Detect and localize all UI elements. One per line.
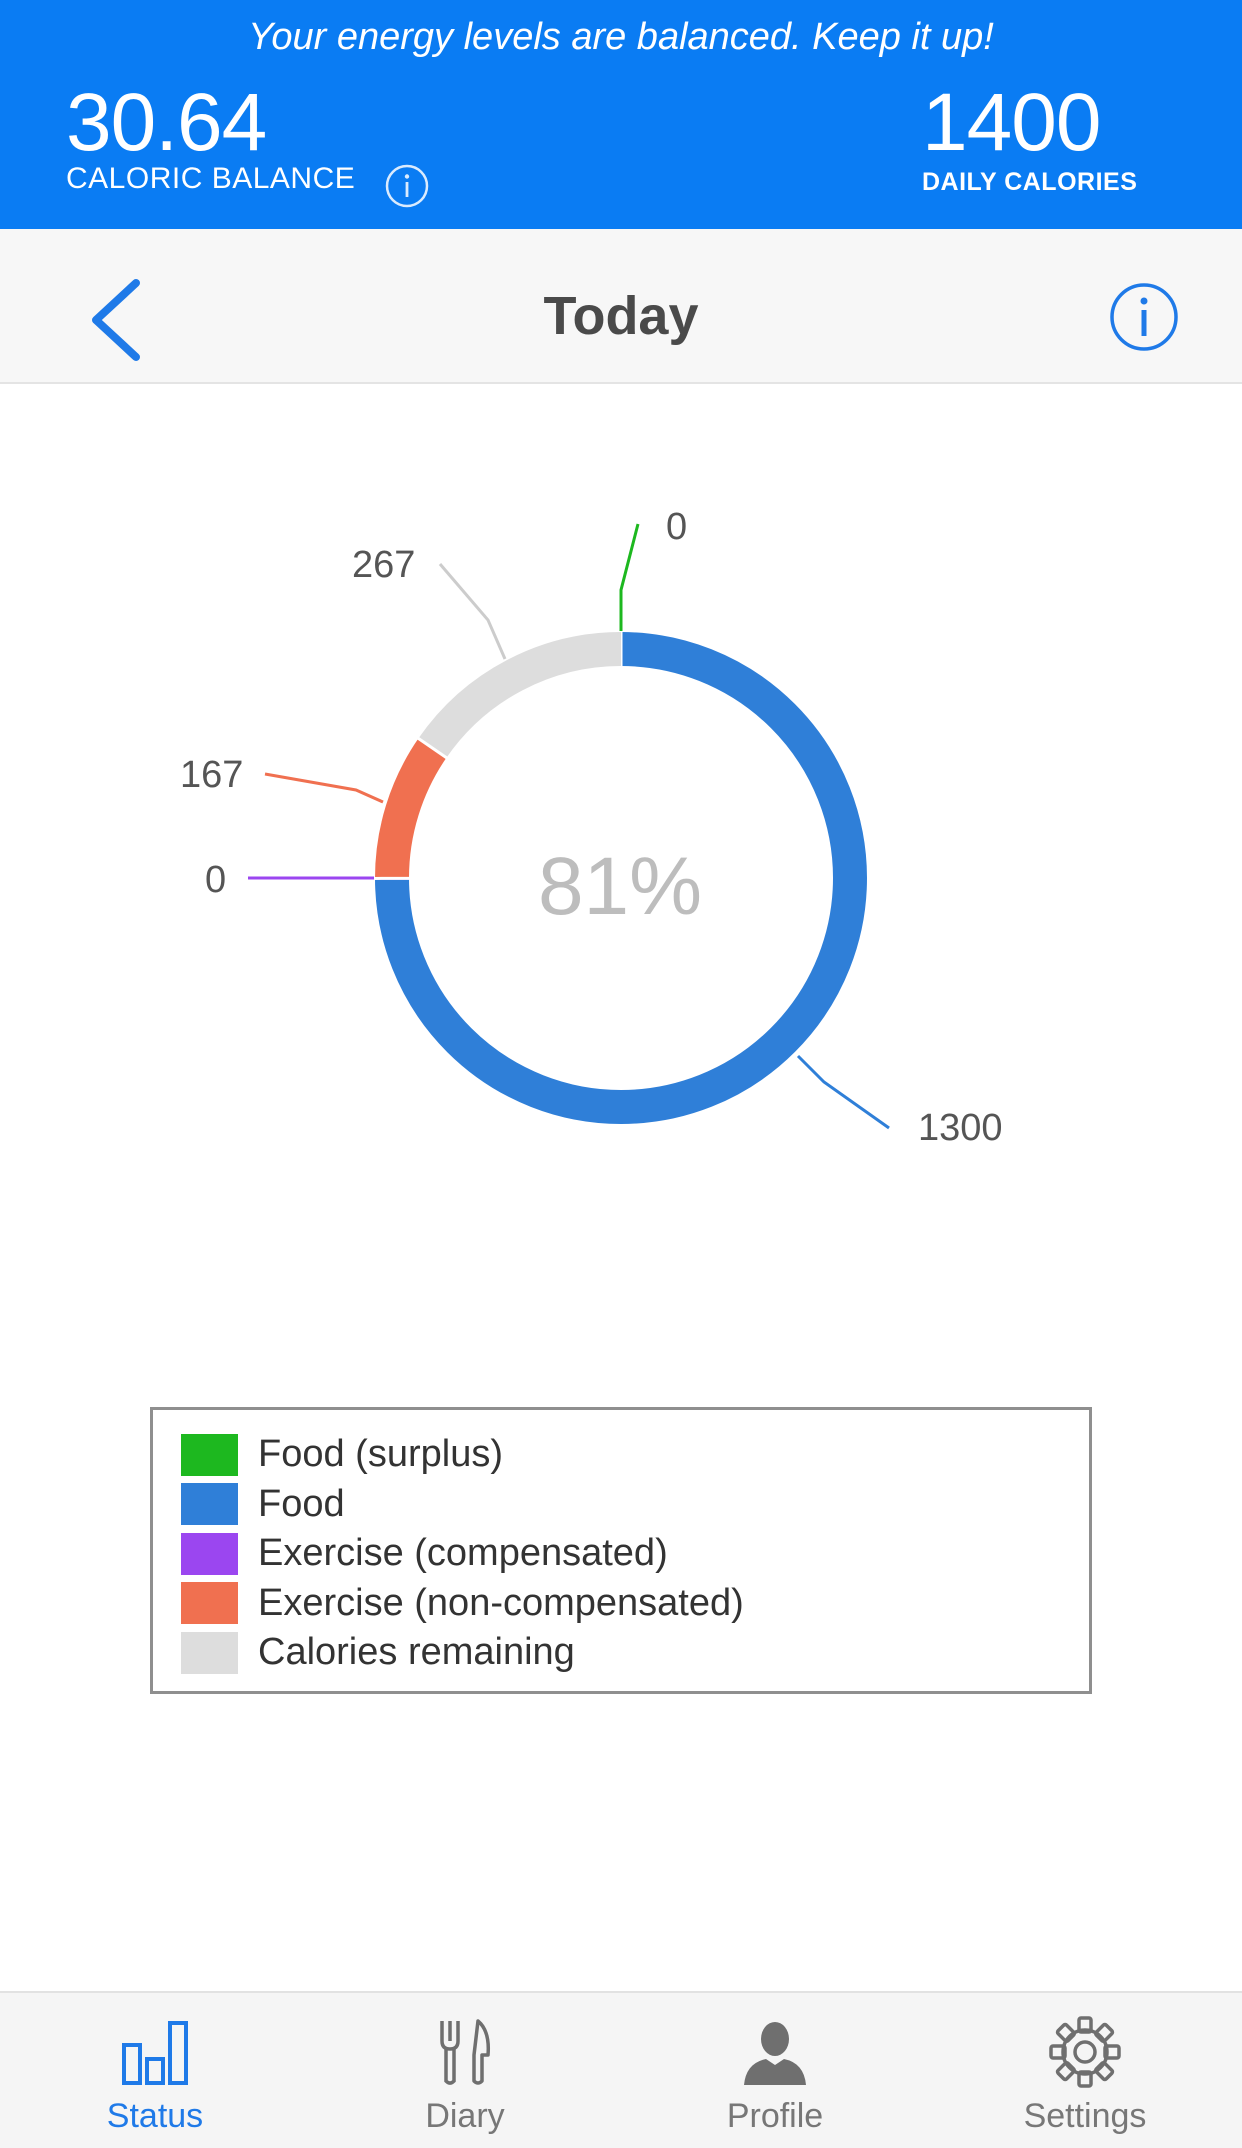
chart-legend: Food (surplus) Food Exercise (compensate…	[150, 1407, 1092, 1694]
slice-label-food: 1300	[918, 1107, 1003, 1149]
caloric-balance-info-icon[interactable]	[385, 164, 429, 208]
legend-swatch	[181, 1582, 238, 1625]
slice-label-food-surplus: 0	[666, 506, 687, 548]
calorie-donut-chart: 0 267 167 0 1300 81%	[180, 506, 1003, 1149]
legend-item-food: Food	[181, 1480, 1089, 1530]
slice-label-exercise-comp: 0	[205, 859, 226, 901]
donut-slice-food	[375, 632, 867, 1124]
tab-label: Profile	[726, 2097, 824, 2135]
legend-label: Calories remaining	[258, 1631, 575, 1674]
legend-item-exercise-noncompensated: Exercise (non-compensated)	[181, 1579, 1089, 1629]
donut-ring	[373, 631, 867, 1124]
leader-line-exercise-noncomp	[264, 772, 384, 804]
gear-icon	[1049, 2016, 1121, 2088]
back-button[interactable]	[84, 275, 154, 365]
tab-profile[interactable]: Profile	[620, 1993, 930, 2148]
legend-label: Exercise (non-compensated)	[258, 1581, 744, 1624]
caloric-balance-label: CALORIC BALANCE	[66, 162, 356, 195]
leader-line-food-surplus	[619, 523, 640, 631]
banner-message: Your energy levels are balanced. Keep it…	[248, 16, 994, 58]
tab-label: Settings	[1023, 2097, 1147, 2135]
chevron-left-icon	[92, 279, 140, 361]
leader-line-calories-remaining	[438, 563, 507, 660]
leader-line-food	[796, 1054, 890, 1130]
caloric-balance-value: 30.64	[66, 77, 267, 168]
donut-slice-separator	[416, 736, 449, 760]
legend-label: Food (surplus)	[258, 1433, 503, 1476]
tab-label: Status	[106, 2097, 204, 2135]
info-icon	[1110, 283, 1178, 351]
legend-item-food-surplus: Food (surplus)	[181, 1430, 1089, 1480]
legend-label: Exercise (compensated)	[258, 1532, 668, 1575]
info-button[interactable]	[1108, 281, 1180, 353]
slice-label-calories-remaining: 267	[352, 544, 415, 586]
legend-label: Food	[258, 1482, 345, 1525]
nav-bar: Today	[0, 229, 1242, 384]
tab-label: Diary	[425, 2097, 505, 2135]
legend-item-calories-remaining: Calories remaining	[181, 1628, 1089, 1678]
slice-label-exercise-noncomp: 167	[180, 754, 243, 796]
daily-calories-label: DAILY CALORIES	[922, 168, 1138, 196]
donut-slice-exercise-non-compensated	[374, 738, 447, 879]
tab-settings[interactable]: Settings	[930, 1993, 1240, 2148]
legend-swatch	[181, 1483, 238, 1526]
legend-item-exercise-compensated: Exercise (compensated)	[181, 1529, 1089, 1579]
tab-bar: Status Diary Profile Settings	[0, 1991, 1242, 2148]
person-icon	[744, 2022, 806, 2085]
bar-chart-icon	[122, 2021, 188, 2085]
donut-slice-calories-remaining	[418, 632, 622, 758]
tab-status[interactable]: Status	[0, 1993, 310, 2148]
donut-center-percentage: 81%	[538, 841, 702, 932]
tab-diary[interactable]: Diary	[310, 1993, 620, 2148]
daily-calories-value: 1400	[922, 77, 1101, 168]
legend-swatch	[181, 1631, 238, 1674]
legend-swatch	[181, 1433, 238, 1476]
legend-swatch	[181, 1532, 238, 1575]
energy-banner: Your energy levels are balanced. Keep it…	[0, 0, 1242, 229]
fork-knife-icon	[440, 2019, 491, 2085]
page-title: Today	[543, 286, 699, 346]
